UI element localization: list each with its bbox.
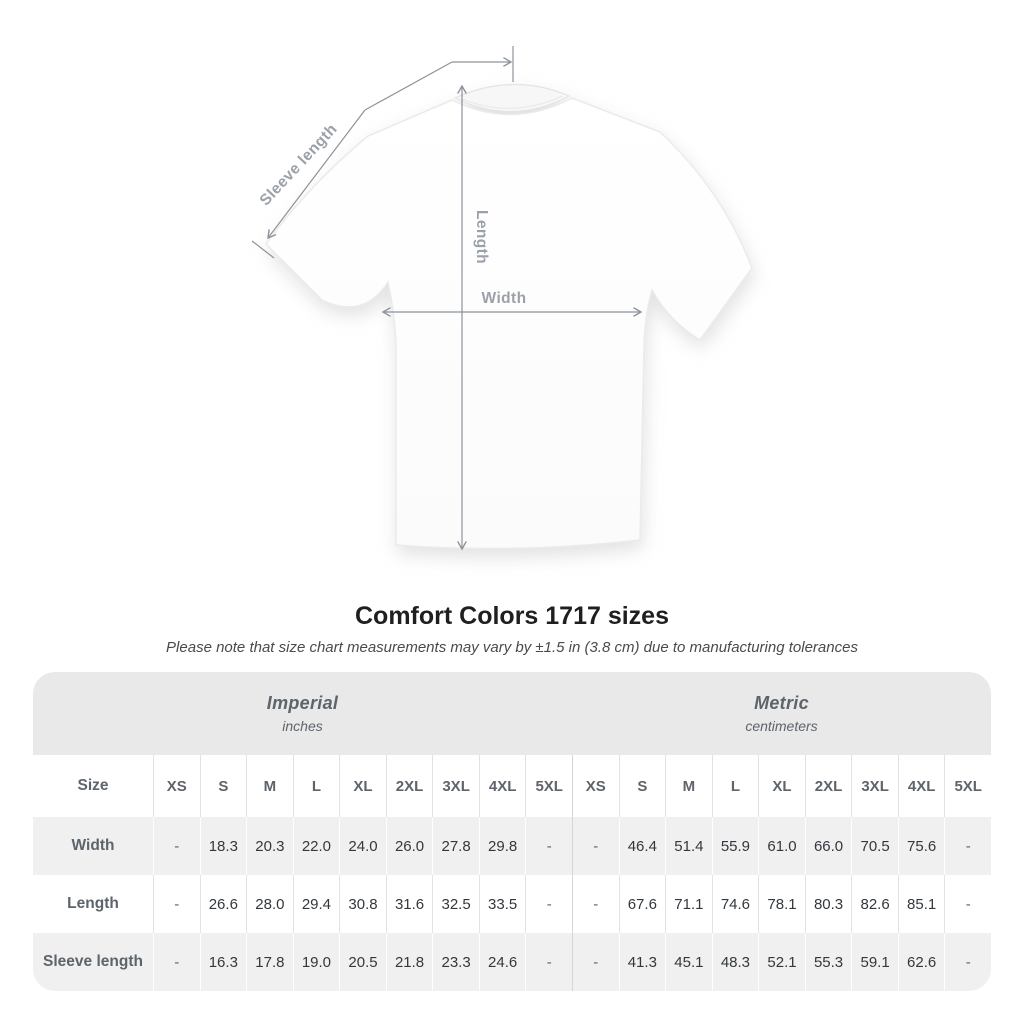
value-cell: 61.0 xyxy=(758,817,805,875)
value-cell: - xyxy=(153,933,200,991)
value-cell: - xyxy=(944,817,991,875)
size-header-cell: 3XL xyxy=(432,755,479,817)
value-cell: 80.3 xyxy=(804,875,852,933)
value-cell: 66.0 xyxy=(804,817,852,875)
row-label: Length xyxy=(67,895,119,912)
value-cell: 29.4 xyxy=(292,875,340,933)
metric-label: Metric xyxy=(754,693,809,713)
table-row: Length -26.6 28.0 29.4 30.8 31.6 32.5 33.5- -67.… xyxy=(33,875,991,933)
size-header-cell: M xyxy=(665,755,712,817)
size-header-cell: 5XL xyxy=(525,755,572,817)
value-cell: 23.3 xyxy=(432,933,479,991)
value-cell: - xyxy=(153,817,200,875)
size-header-cell: 2XL xyxy=(804,755,852,817)
value-cell: - xyxy=(572,933,619,991)
size-header-cell: XL xyxy=(758,755,805,817)
size-header-cell: L xyxy=(292,755,340,817)
value-cell: 17.8 xyxy=(246,933,293,991)
metric-unit: centimeters xyxy=(745,718,818,734)
value-cell: 20.3 xyxy=(246,817,293,875)
value-cell: - xyxy=(572,875,619,933)
table-row: Sleeve length -16.3 17.8 19.0 20.5 21.8 23.3 24… xyxy=(33,933,991,991)
value-cell: 46.4 xyxy=(618,817,666,875)
value-cell: 16.3 xyxy=(199,933,247,991)
size-header-cell: 5XL xyxy=(944,755,991,817)
value-cell: 51.4 xyxy=(665,817,712,875)
value-cell: 55.3 xyxy=(804,933,852,991)
value-cell: - xyxy=(944,933,991,991)
page-title: Comfort Colors 1717 sizes xyxy=(355,602,669,630)
value-cell: 75.6 xyxy=(897,817,945,875)
size-header-cell: S xyxy=(199,755,247,817)
value-cell: 26.0 xyxy=(385,817,433,875)
collar xyxy=(453,83,571,113)
size-header-cell: XS xyxy=(153,755,200,817)
size-chart-table: Imperial inches Metric centimeters Size … xyxy=(33,672,991,991)
value-cell: 26.6 xyxy=(199,875,247,933)
value-cell: 78.1 xyxy=(758,875,805,933)
tolerance-note: Please note that size chart measurements… xyxy=(166,639,858,656)
value-cell: - xyxy=(572,817,619,875)
size-header-cell: 2XL xyxy=(385,755,433,817)
value-cell: 24.0 xyxy=(339,817,386,875)
size-header-cell: L xyxy=(711,755,759,817)
metric-section-header: Metric centimeters xyxy=(572,672,991,755)
size-header-cell: 4XL xyxy=(897,755,945,817)
value-cell: 71.1 xyxy=(665,875,712,933)
tshirt-measurement-diagram: Sleeve length Length Width xyxy=(251,46,753,551)
value-cell: 22.0 xyxy=(292,817,340,875)
value-cell: 29.8 xyxy=(478,817,526,875)
value-cell: 48.3 xyxy=(711,933,759,991)
value-cell: - xyxy=(153,875,200,933)
value-cell: 45.1 xyxy=(665,933,712,991)
value-cell: 59.1 xyxy=(851,933,898,991)
value-cell: 30.8 xyxy=(339,875,386,933)
value-cell: - xyxy=(944,875,991,933)
sleeve-length-arrow xyxy=(267,109,366,240)
value-cell: 19.0 xyxy=(292,933,340,991)
value-cell: 85.1 xyxy=(897,875,945,933)
value-cell: 52.1 xyxy=(758,933,805,991)
value-cell: 33.5 xyxy=(478,875,526,933)
value-cell: 27.8 xyxy=(432,817,479,875)
size-header-row: Size XS S M L XL 2XL 3XL 4XL 5XL XS S M L XL 2XL 3XL 4XL… xyxy=(33,755,991,817)
table-row: Width -18.3 20.3 22.0 24.0 26.0 27.8 29.8- -46.4… xyxy=(33,817,991,875)
imperial-section-header: Imperial inches xyxy=(33,672,572,755)
size-column-label: Size xyxy=(77,777,109,794)
value-cell: 55.9 xyxy=(711,817,759,875)
value-cell: 74.6 xyxy=(711,875,759,933)
value-cell: 18.3 xyxy=(199,817,247,875)
size-header-cell: XL xyxy=(339,755,386,817)
value-cell: - xyxy=(525,817,572,875)
value-cell: 20.5 xyxy=(339,933,386,991)
unit-header-band: Imperial inches Metric centimeters xyxy=(33,672,991,755)
value-cell: 24.6 xyxy=(478,933,526,991)
value-cell: 21.8 xyxy=(385,933,433,991)
value-cell: 41.3 xyxy=(618,933,666,991)
width-label: Width xyxy=(482,290,527,307)
value-cell: 32.5 xyxy=(432,875,479,933)
value-cell: 67.6 xyxy=(618,875,666,933)
imperial-unit: inches xyxy=(282,718,323,734)
tshirt-image xyxy=(265,83,753,550)
value-cell: 62.6 xyxy=(897,933,945,991)
size-header-cell: S xyxy=(618,755,666,817)
size-header-cell: 3XL xyxy=(851,755,898,817)
sleeve-end-tick xyxy=(251,240,275,259)
value-cell: 31.6 xyxy=(385,875,433,933)
value-cell: 70.5 xyxy=(851,817,898,875)
imperial-label: Imperial xyxy=(266,693,339,713)
value-cell: 28.0 xyxy=(246,875,293,933)
value-cell: - xyxy=(525,875,572,933)
row-label: Width xyxy=(71,837,115,854)
size-header-cell: M xyxy=(246,755,293,817)
value-cell: - xyxy=(525,933,572,991)
size-header-cell: XS xyxy=(572,755,619,817)
row-label: Sleeve length xyxy=(43,953,143,970)
length-label: Length xyxy=(473,210,490,264)
value-cell: 82.6 xyxy=(851,875,898,933)
size-header-cell: 4XL xyxy=(478,755,526,817)
